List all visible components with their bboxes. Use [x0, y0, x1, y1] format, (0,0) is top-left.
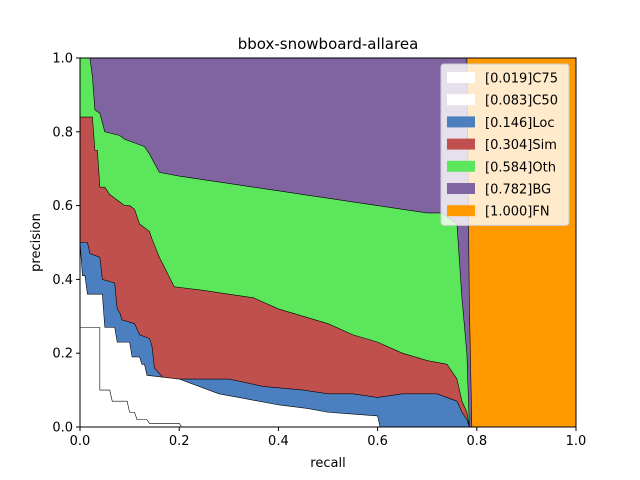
legend-label: [0.304]Sim [485, 138, 557, 153]
x-tick-label: 0.4 [268, 434, 289, 449]
legend-swatch [447, 160, 475, 172]
legend-swatch [447, 138, 475, 150]
legend-swatch [447, 94, 475, 106]
legend-label: [0.782]BG [485, 183, 551, 198]
legend-swatch [447, 72, 475, 83]
legend-label: [0.584]Oth [485, 160, 556, 175]
chart-title: bbox-snowboard-allarea [238, 35, 419, 53]
area-2 [79, 242, 576, 428]
y-axis: 0.0 0.2 0.4 0.6 0.8 1.0 [52, 52, 80, 436]
area-0 [79, 327, 576, 428]
y-tick-label: 0.8 [52, 125, 73, 140]
y-tick-label: 0.2 [52, 347, 73, 362]
y-axis-label: precision [29, 213, 44, 272]
legend-label: [0.083]C50 [485, 94, 558, 109]
x-tick-label: 0.0 [70, 434, 91, 449]
legend-swatch [447, 205, 475, 217]
x-tick-label: 0.8 [466, 434, 487, 449]
area-1 [79, 242, 576, 428]
legend-swatch [447, 116, 475, 128]
legend-label: [0.146]Loc [485, 116, 554, 131]
legend-label: [0.019]C75 [485, 72, 558, 87]
y-tick-label: 0.4 [52, 273, 73, 288]
x-tick-label: 0.6 [367, 434, 388, 449]
x-tick-label: 1.0 [566, 434, 587, 449]
x-axis-label: recall [310, 456, 345, 471]
legend: [0.019]C75 [0.083]C50 [0.146]Loc [0.304]Sim… [440, 63, 570, 226]
area-3 [79, 116, 576, 428]
y-tick-label: 1.0 [52, 52, 73, 67]
legend-swatch [447, 183, 475, 194]
x-axis: 0.0 0.2 0.4 0.6 0.8 1.0 [70, 427, 587, 449]
y-tick-label: 0.6 [52, 199, 73, 214]
y-tick-label: 0.0 [52, 421, 73, 436]
legend-label: [1.000]FN [485, 205, 550, 220]
plot-frame [79, 57, 577, 428]
x-tick-label: 0.2 [169, 434, 190, 449]
